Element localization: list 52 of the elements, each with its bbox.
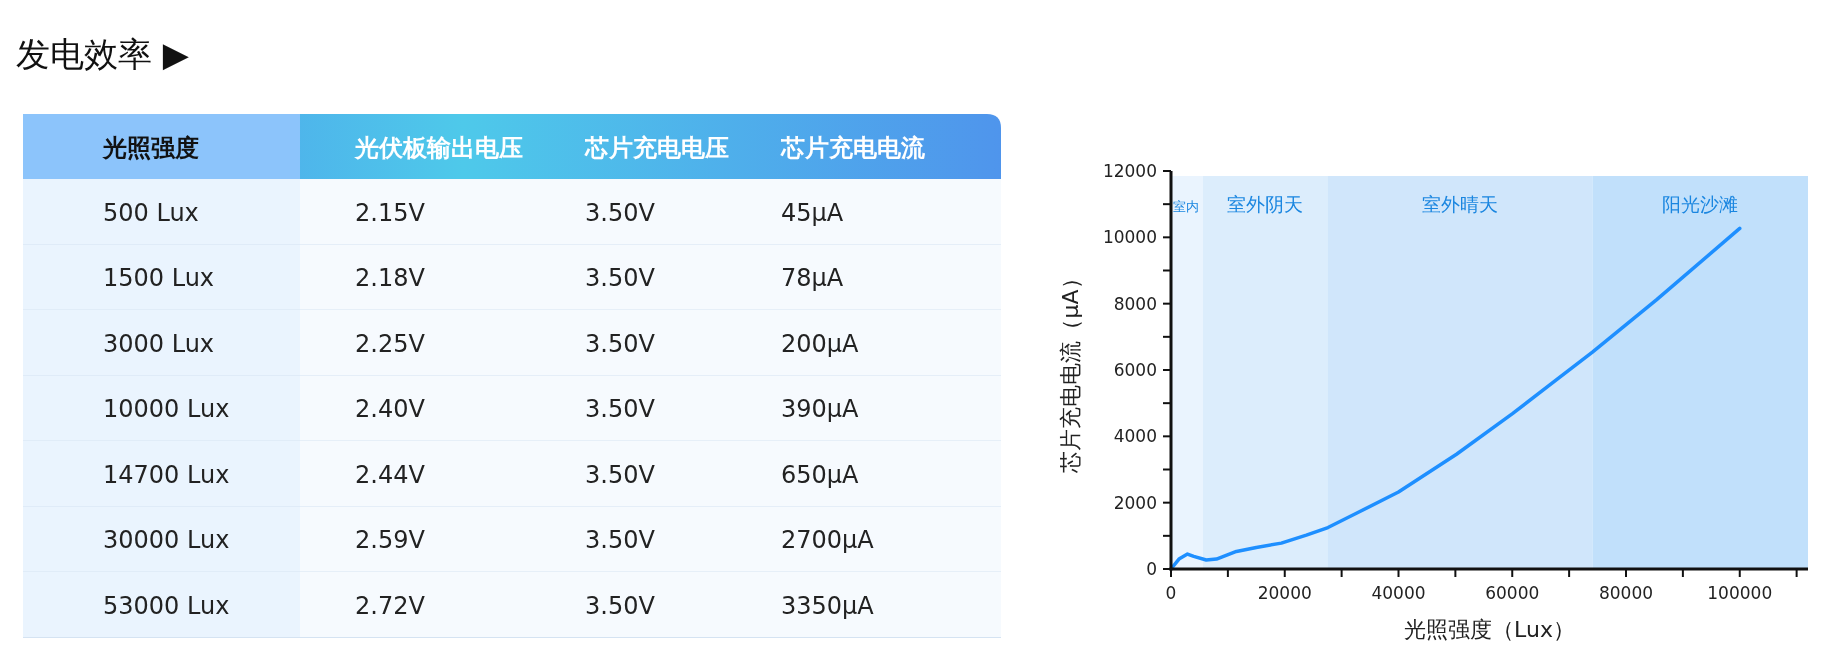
text: 200μA [781,329,860,358]
x-tick-label: 20000 [1257,583,1312,603]
text: 3000 Lux [103,329,215,358]
text: 2.18V [355,264,426,293]
text: 3.50V [585,395,656,424]
text: 2.72V [355,591,426,620]
category-label: 芯片充电电压 [584,133,729,162]
text: 2700μA [781,526,875,555]
text: 500 Lux [103,198,199,227]
x-axis-title: 光照强度（Lux） [1404,617,1575,642]
y-tick-label: 0 [1146,559,1157,579]
text: 3.50V [585,591,656,620]
x-tick-label: 40000 [1371,583,1426,603]
text: 1500 Lux [103,264,215,293]
text: 3.50V [585,526,656,555]
text: 发电效率 ▶ [16,34,190,74]
text: 2.40V [355,395,426,424]
text: 14700 Lux [103,460,230,489]
text: 390μA [781,395,860,424]
text: 3.50V [585,198,656,227]
text: 3.50V [585,264,656,293]
text: 3.50V [585,329,656,358]
y-tick-label: 12000 [1102,161,1157,181]
text: 30000 Lux [103,526,230,555]
text: 2.44V [355,460,426,489]
category-label: 光照强度 [102,133,199,162]
x-tick-label: 100000 [1707,583,1773,603]
y-tick-label: 10000 [1102,227,1157,248]
text: 2.25V [355,329,426,358]
band-label: 室外晴天 [1422,193,1499,215]
y-tick-label: 6000 [1113,360,1157,380]
text: 3350μA [781,591,875,620]
text: 650μA [781,460,860,489]
x-tick-label: 0 [1165,583,1177,603]
y-axis-title: 芯片充电电流（μA） [1058,267,1083,474]
text: 78μA [781,264,844,293]
y-tick-label: 2000 [1113,492,1157,513]
category-label: 芯片充电电流 [780,133,926,162]
x-tick-label: 60000 [1485,583,1540,603]
y-tick-label: 4000 [1113,426,1157,447]
x-tick-label: 80000 [1598,583,1654,603]
y-tick-label: 8000 [1113,293,1157,314]
band-label: 室内 [1173,199,1199,214]
text: 10000 Lux [103,395,230,424]
band-label: 阳光沙滩 [1662,193,1739,215]
category-label: 光伏板输出电压 [354,133,523,162]
band-label: 室外阴天 [1227,193,1304,215]
text: 53000 Lux [103,591,230,620]
text: 45μA [781,198,844,227]
text: 2.15V [355,198,426,227]
text: 3.50V [585,460,656,489]
text: 2.59V [355,526,426,555]
